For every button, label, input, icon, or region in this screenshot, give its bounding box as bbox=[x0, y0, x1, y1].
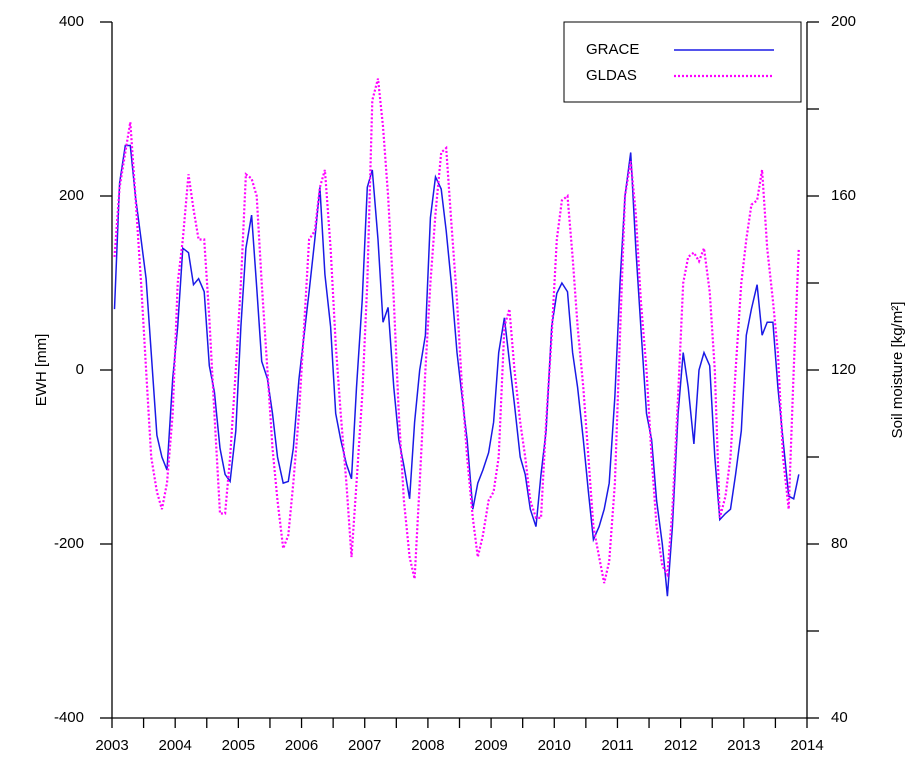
series-line bbox=[113, 144, 800, 597]
x-tick-label: 2006 bbox=[285, 737, 318, 754]
y-axis-label: EWH [mm] bbox=[33, 334, 50, 407]
x-tick-label: 2007 bbox=[348, 737, 381, 754]
x-tick-label: 2010 bbox=[538, 737, 571, 754]
y2-tick-label: 120 bbox=[831, 361, 856, 378]
y2-axis-label: Soil moisture [kg/m²] bbox=[889, 302, 906, 439]
x-tick-label: 2004 bbox=[158, 737, 191, 754]
y2-tick-label: 160 bbox=[831, 187, 856, 204]
series-line bbox=[113, 78, 800, 584]
legend-box bbox=[563, 21, 802, 103]
y-tick-label: 0 bbox=[76, 361, 84, 378]
y-tick-label: -400 bbox=[54, 709, 84, 726]
legend-label: GRACE bbox=[586, 41, 639, 58]
x-tick-label: 2013 bbox=[727, 737, 760, 754]
x-tick-label: 2012 bbox=[664, 737, 697, 754]
x-tick-label: 2009 bbox=[474, 737, 507, 754]
y-tick-label: 200 bbox=[59, 187, 84, 204]
x-tick-label: 2014 bbox=[790, 737, 823, 754]
y2-tick-label: 40 bbox=[831, 709, 848, 726]
y-tick-label: 400 bbox=[59, 13, 84, 30]
x-tick-label: 2003 bbox=[95, 737, 128, 754]
y2-tick-label: 200 bbox=[831, 13, 856, 30]
y-tick-label: -200 bbox=[54, 535, 84, 552]
x-tick-label: 2011 bbox=[601, 737, 633, 754]
x-tick-label: 2005 bbox=[222, 737, 255, 754]
y2-tick-label: 80 bbox=[831, 535, 848, 552]
legend-label: GLDAS bbox=[586, 67, 637, 84]
x-tick-label: 2008 bbox=[411, 737, 444, 754]
